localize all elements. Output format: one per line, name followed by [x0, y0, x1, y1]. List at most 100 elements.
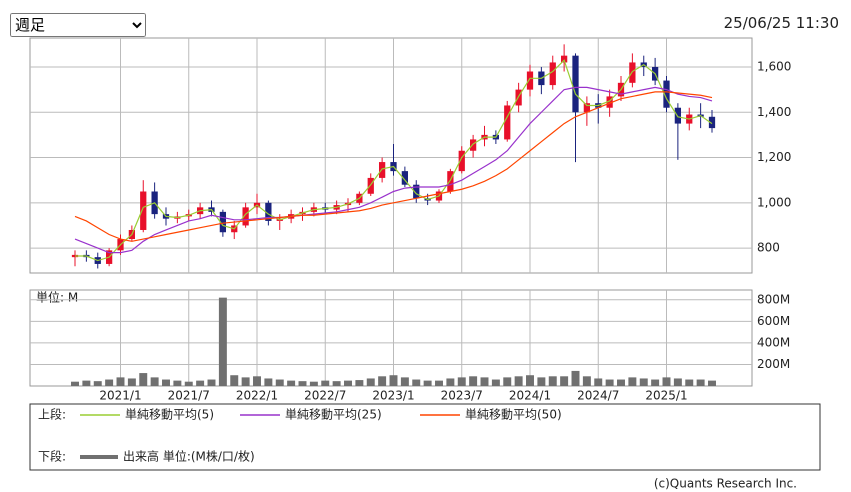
volume-bar: [582, 376, 591, 386]
volume-bar: [253, 376, 261, 386]
y-tick-label: 600M: [757, 314, 790, 328]
volume-frame: [29, 289, 753, 387]
legend-label: 単純移動平均(25): [285, 408, 382, 422]
volume-bar: [309, 381, 318, 386]
x-tick-label: 2024/1: [509, 389, 551, 403]
moving-average: [74, 86, 713, 254]
volume-bar: [491, 379, 500, 386]
candle-body: [367, 177, 374, 194]
volume-bar: [162, 379, 170, 386]
volume-bar: [639, 378, 648, 386]
volume-bar: [366, 378, 375, 386]
volume-bar: [628, 377, 637, 386]
x-tick-label: 2023/7: [441, 389, 483, 403]
volume-bar: [435, 380, 443, 386]
x-tick-label: 2021/1: [99, 389, 141, 403]
volume-bar: [480, 377, 489, 386]
x-tick-label: 2023/1: [372, 389, 414, 403]
y-tick-label: 1,600: [757, 59, 791, 73]
candle-body: [606, 96, 613, 108]
volume-bar: [82, 380, 91, 386]
period-select[interactable]: 週足: [10, 13, 146, 37]
legend-label: 単純移動平均(5): [125, 408, 214, 422]
volume-bar: [400, 377, 409, 386]
volume-bar: [173, 380, 182, 386]
timestamp: 25/06/25 11:30: [723, 14, 839, 32]
volume-bar: [275, 379, 284, 386]
volume-bar: [321, 380, 330, 386]
candle-body: [242, 207, 249, 226]
volume-bar: [685, 379, 694, 386]
volume-bar: [412, 379, 421, 386]
candle-body: [572, 55, 579, 113]
volume-bar: [708, 380, 716, 386]
y-tick-label: 1,200: [757, 150, 791, 164]
candle-body: [560, 55, 568, 63]
volume-bar: [571, 370, 580, 386]
volume-bar: [71, 381, 79, 386]
volume-bar: [332, 381, 341, 386]
volume-bar: [298, 381, 307, 386]
volume-bar: [696, 379, 705, 386]
candle-body: [526, 71, 534, 90]
volume-bar: [139, 373, 148, 386]
volume-bar: [196, 380, 205, 386]
volume-bar: [207, 379, 216, 386]
y-tick-label: 800: [757, 241, 780, 255]
volume-bar: [127, 378, 136, 386]
volume-bar: [150, 377, 159, 386]
legend-lower: 下段:: [38, 449, 66, 464]
volume-bar: [378, 376, 387, 386]
volume-bar: [560, 376, 569, 386]
legend-label: 単純移動平均(50): [465, 408, 562, 422]
volume-bar: [105, 379, 114, 386]
candle-body: [219, 211, 227, 233]
volume-bar: [457, 377, 466, 386]
volume-bar: [389, 375, 398, 386]
y-tick-label: 200M: [757, 357, 790, 371]
candle-body: [140, 191, 147, 230]
moving-average: [75, 59, 713, 262]
volume-bar: [230, 375, 239, 386]
candle-body: [504, 105, 511, 140]
volume-bar: [116, 377, 125, 386]
volume-bar: [605, 379, 614, 386]
volume-bar: [241, 377, 250, 386]
volume-bar: [93, 381, 102, 386]
volume-bar: [446, 378, 455, 386]
candle-body: [458, 150, 465, 172]
candle-body: [447, 171, 454, 192]
volume-bar: [673, 378, 682, 386]
legend-label: 出来高 単位:(M株/口/枚): [123, 449, 255, 464]
candle-body: [708, 116, 716, 129]
candle-body: [549, 62, 556, 86]
volume-bar: [264, 378, 273, 386]
volume-bar: [423, 380, 432, 386]
y-tick-label: 800M: [757, 292, 790, 306]
candle-body: [413, 184, 420, 199]
moving-average: [74, 91, 713, 242]
volume-bar: [469, 376, 478, 386]
volume-bar: [503, 377, 512, 386]
candle-body: [469, 139, 477, 151]
candle-body: [629, 62, 636, 83]
y-tick-label: 1,000: [757, 195, 791, 209]
volume-bar: [548, 376, 557, 386]
volume-bar: [218, 297, 227, 386]
candle-body: [674, 107, 682, 124]
candle-body: [265, 202, 272, 221]
legend-box: [29, 403, 821, 471]
x-tick-label: 2022/7: [304, 389, 346, 403]
volume-bar: [526, 375, 534, 386]
x-tick-label: 2022/1: [236, 389, 278, 403]
candle-body: [663, 80, 670, 108]
candle-body: [378, 162, 386, 178]
volume-bar: [344, 380, 352, 386]
legend-upper: 上段:: [38, 407, 66, 422]
credit: (c)Quants Research Inc.: [654, 477, 797, 491]
volume-bar: [184, 381, 193, 386]
volume-bar: [594, 378, 603, 386]
y-tick-label: 1,400: [757, 105, 791, 119]
